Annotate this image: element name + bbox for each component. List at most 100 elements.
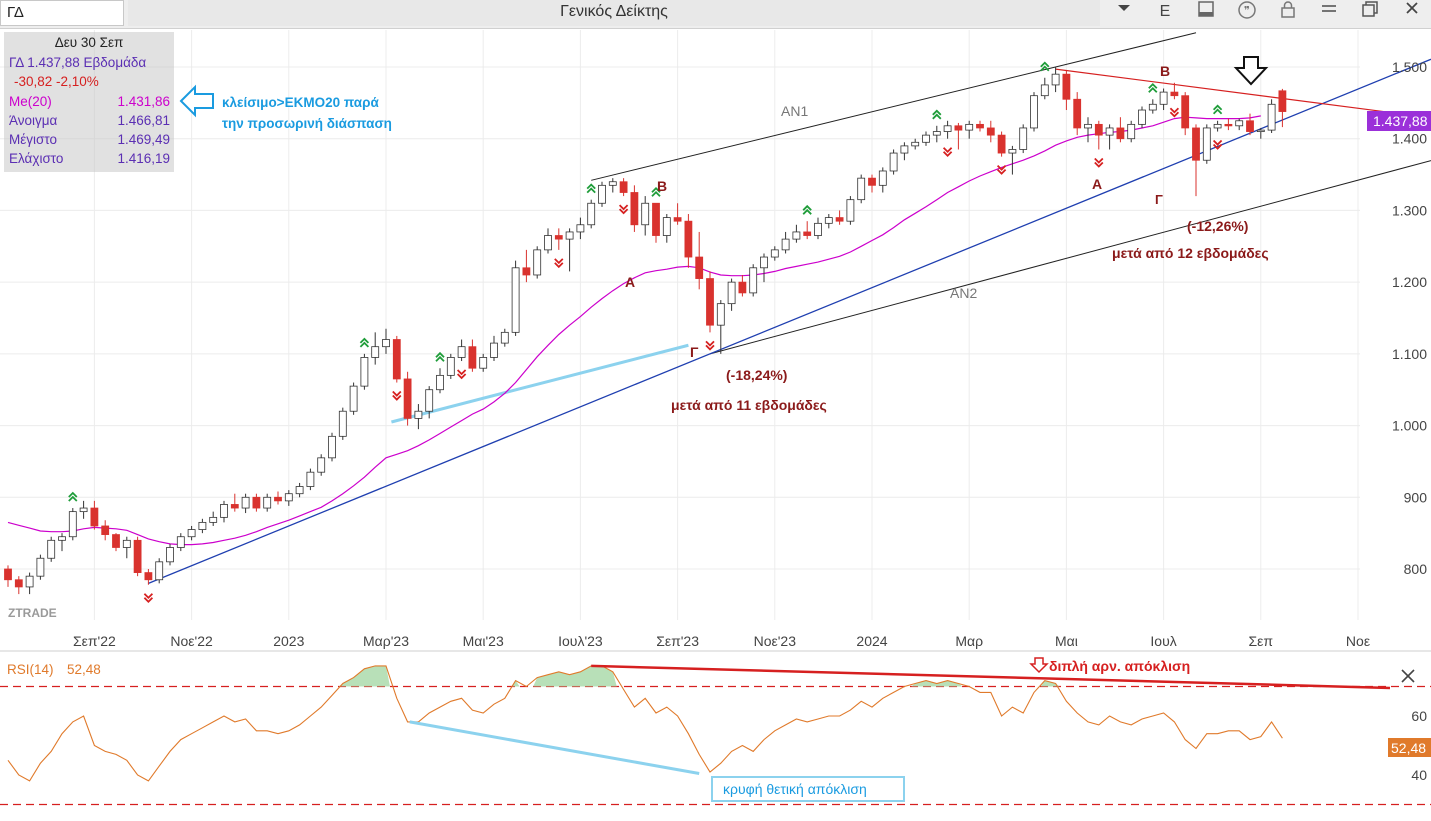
candle-body <box>176 536 185 548</box>
candle-body <box>284 493 293 502</box>
swing-low-marker <box>1169 107 1180 118</box>
y-tick-label: 1.100 <box>1392 346 1427 362</box>
candle-body <box>652 202 660 236</box>
y-tick-label: 800 <box>1404 561 1428 577</box>
candle-body <box>1278 90 1287 112</box>
candle-body <box>14 579 23 588</box>
candle-body <box>954 125 963 131</box>
candle-body <box>986 127 995 136</box>
small-down-arrow-icon <box>1029 657 1049 674</box>
swing-high-marker <box>802 204 812 215</box>
candle-body <box>695 256 704 279</box>
candle-body <box>155 561 164 581</box>
candle-body <box>468 346 477 369</box>
drop1-duration: μετά από 11 εβδομάδες <box>671 397 827 413</box>
x-tick-label: Ιουλ'23 <box>558 633 603 649</box>
toolbar: ΓΔ Γενικός Δείκτης E ❞ <box>0 0 1431 29</box>
restore-icon[interactable] <box>1356 0 1384 26</box>
close-icon[interactable] <box>1398 0 1426 26</box>
candle-body <box>252 496 261 509</box>
x-tick-label: Μαρ <box>955 633 983 649</box>
candle-body <box>425 389 434 412</box>
drop2-duration: μετά από 12 εβδομάδες <box>1112 245 1269 261</box>
panel-icon[interactable] <box>1192 0 1220 26</box>
rsi-divergence-negative: διπλή αρν. απόκλιση <box>1049 658 1190 674</box>
candle-body <box>338 410 347 437</box>
candle-body <box>749 267 758 294</box>
quote-icon[interactable]: ❞ <box>1233 0 1261 26</box>
candle-body <box>630 192 639 226</box>
symbol-field[interactable]: ΓΔ <box>0 0 124 26</box>
candle-body <box>1127 123 1136 140</box>
candle-body <box>587 202 596 226</box>
y-tick-label: 900 <box>1404 489 1428 505</box>
candle-body <box>846 199 855 222</box>
candle-body <box>263 496 272 509</box>
candle-body <box>1159 91 1168 105</box>
swing-low-marker <box>143 593 154 604</box>
support-line <box>148 58 1431 584</box>
candle-body <box>554 235 563 240</box>
rsi-overbought-area <box>1040 680 1060 687</box>
wave-label-a2: Α <box>1092 176 1102 192</box>
candle-body <box>490 342 498 358</box>
candle-body <box>360 357 369 387</box>
rsi-close-icon[interactable] <box>1401 669 1415 683</box>
swing-high-marker <box>359 337 370 348</box>
candle-body <box>1235 120 1244 127</box>
candle-body <box>641 202 650 226</box>
candle-body <box>392 339 401 380</box>
info-change: -30,82 -2,10% <box>14 74 99 89</box>
swing-low-marker <box>554 258 564 269</box>
candle-body <box>878 170 887 186</box>
candle-body <box>1084 123 1092 129</box>
candle-body <box>220 504 228 518</box>
x-tick-label: Σεπ'23 <box>656 633 699 649</box>
candle-body <box>814 222 822 236</box>
candle-body <box>187 529 196 538</box>
candle-body <box>500 331 509 344</box>
rsi-overbought-area <box>511 680 520 687</box>
rsi-tag-value: 52,48 <box>1391 740 1426 756</box>
rsi-negative-divergence-line <box>591 664 1391 690</box>
candle-body <box>565 231 574 240</box>
candle-body <box>90 507 99 527</box>
candle-body <box>414 410 423 419</box>
y-tick-label: 1.300 <box>1392 202 1427 218</box>
swing-high-marker <box>932 109 942 120</box>
x-tick-label: Ιουλ <box>1150 633 1176 649</box>
e-button[interactable]: E <box>1159 3 1171 20</box>
watermark: ZTRADE <box>8 606 57 620</box>
rsi-overbought-area <box>338 665 390 687</box>
candle-body <box>68 511 77 538</box>
label-an2: AN2 <box>950 285 977 301</box>
candle-body <box>446 357 455 376</box>
moving-average-line <box>7 115 1261 546</box>
drop1-percent: (-18,24%) <box>726 367 787 383</box>
candle-body <box>1116 127 1125 140</box>
candle-body <box>230 504 239 509</box>
candle-body <box>382 339 390 348</box>
swing-low-marker <box>392 390 402 401</box>
info-open-label: Άνοιγμα <box>9 113 58 128</box>
x-tick-label: Νοε'22 <box>170 633 213 649</box>
y-tick-label: 1.400 <box>1392 131 1427 147</box>
candle-body <box>1094 123 1103 136</box>
rsi-divergence-positive: κρυφή θετική απόκλιση <box>723 781 867 797</box>
candle-body <box>857 177 866 201</box>
candle-body <box>1267 103 1276 131</box>
x-tick-label: Νοε'23 <box>754 633 797 649</box>
candle-body <box>1062 73 1071 100</box>
lock-icon[interactable] <box>1274 0 1302 26</box>
wave-label-g2: Γ <box>1155 192 1163 207</box>
candle-body <box>25 575 34 588</box>
wave-label-g1: Γ <box>690 344 699 360</box>
chart-area[interactable]: 800 900 1.000 1.100 1.200 1.300 1.400 1.500 Σεπ… <box>0 28 1431 821</box>
candle-body <box>274 496 282 502</box>
candle-body <box>1246 120 1254 132</box>
dropdown-chevron-icon[interactable] <box>1110 0 1138 26</box>
candle-body <box>533 249 542 276</box>
rsi-tick-label: 40 <box>1411 767 1427 783</box>
minimize-icon[interactable] <box>1315 0 1343 26</box>
candle-body <box>684 220 693 258</box>
